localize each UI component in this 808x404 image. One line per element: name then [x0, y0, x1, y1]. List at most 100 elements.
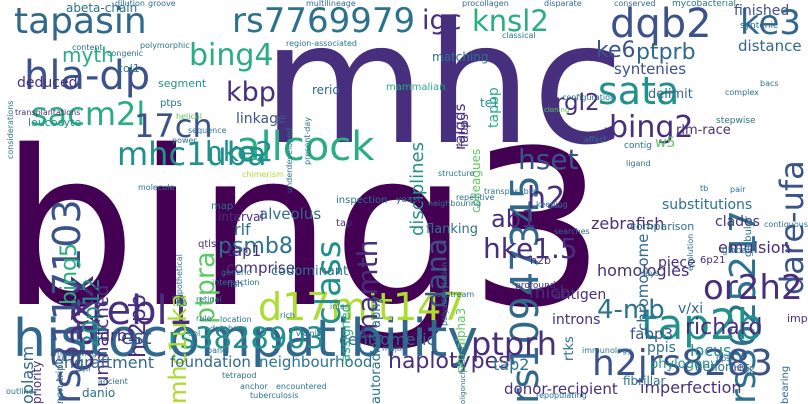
- word-rich: rich: [280, 311, 295, 320]
- word-hypothetical: hypothetical: [175, 254, 184, 304]
- word-h2jrs8283: h2jrs8283: [592, 343, 773, 384]
- word-tap1: tap1: [227, 242, 262, 260]
- word-qtl: qtl: [80, 364, 91, 373]
- word-dilution: dilution: [115, 0, 145, 8]
- word-map: map: [211, 201, 234, 212]
- word-alveolus: alveolus: [259, 205, 322, 223]
- word-mhc1uba: mhc1uba: [117, 135, 267, 173]
- word-keeping: keeping: [536, 200, 568, 209]
- word-col1: col1: [117, 62, 140, 75]
- word-ab1: ab1: [491, 205, 537, 233]
- word-matching: matching: [432, 50, 489, 64]
- word-location: location: [220, 315, 252, 324]
- word-ppis: ppis: [647, 340, 676, 356]
- word-linkage: linkage: [236, 111, 287, 127]
- word-or2h2: or2h2: [703, 268, 803, 308]
- word-stepwise: stepwise: [716, 116, 756, 126]
- word-configuration: configuration: [562, 93, 616, 102]
- word-bacs: bacs: [760, 79, 779, 88]
- word-ke3: ke3: [740, 3, 802, 43]
- word-disciplines: disciplines: [407, 142, 428, 236]
- word-qol: qol: [188, 329, 201, 338]
- word-helical: helical: [176, 112, 202, 121]
- word-ptprb: ptprb: [636, 40, 696, 65]
- word-ptps: ptps: [160, 98, 182, 109]
- word-contig: contig: [624, 141, 652, 151]
- word-infer: infer: [330, 302, 349, 311]
- word-genomes: genomes: [695, 360, 751, 374]
- word-tuberculosis: tuberculosis: [250, 391, 299, 400]
- word-tap2b: tap2b: [641, 300, 764, 349]
- word-retinal: retinal: [196, 295, 222, 304]
- word-tc1: tc1: [480, 96, 499, 110]
- word-transposable: transposable: [484, 187, 536, 196]
- word-clades: clades: [715, 214, 760, 230]
- word-piece: piece: [658, 255, 696, 271]
- word-multilineage: multilineage: [306, 0, 356, 8]
- word-ptprh: ptprh: [471, 325, 558, 363]
- word-region-associated: region-associated: [286, 39, 357, 48]
- word-centromeric: centromeric: [339, 330, 436, 349]
- word-hla-dp: hla-dp: [24, 53, 151, 99]
- word-distance: distance: [738, 37, 802, 55]
- word-polymorphic: polymorphic: [140, 41, 190, 50]
- word-contiguous: contiguous: [764, 220, 808, 229]
- word-danio: danio: [82, 386, 116, 400]
- word-pair: pair: [730, 185, 746, 194]
- word-conserved: conserved: [614, 0, 656, 8]
- word-engraftment: engraftment: [54, 353, 154, 372]
- word-qtls: qtls: [198, 239, 217, 250]
- word-fish: fish: [227, 280, 244, 290]
- word-disparate: disparate: [544, 0, 582, 8]
- word-major: major: [382, 344, 406, 353]
- word-sacm2l: sacm2l: [31, 95, 146, 133]
- word-interval: interval: [218, 210, 264, 224]
- word-locus: locus: [690, 341, 732, 360]
- word-vicinity: vicinity: [296, 329, 325, 338]
- word-underdeveloped: underdeveloped: [285, 127, 294, 193]
- word-iii: iii: [604, 126, 615, 140]
- word-substitutions: substitutions: [662, 197, 753, 213]
- word-phylogeny: phylogeny: [650, 357, 718, 372]
- word-assigned: assigned: [339, 304, 354, 362]
- word-imp: imp: [787, 312, 808, 325]
- word-myth: myth: [62, 43, 114, 67]
- word-d17mit147: d17mit147: [258, 285, 466, 329]
- word-rtk: rtk: [742, 366, 755, 376]
- word-considerations: considerations: [6, 100, 15, 159]
- word-immunology: immunology: [582, 346, 632, 355]
- word-dqb2: dqb2: [610, 1, 712, 47]
- word-b6: b6: [176, 299, 188, 309]
- word-congenic: congenic: [107, 49, 144, 58]
- word-affect: affect: [584, 135, 607, 144]
- word-h2: h2: [527, 181, 566, 216]
- word-ke6: ke6: [596, 38, 636, 63]
- word-allcock: allcock: [236, 124, 375, 170]
- word-flanking: flanking: [426, 222, 479, 237]
- word-neighbourhood: neighbourhood: [259, 353, 373, 371]
- word-hke1-5: hke1.5: [483, 232, 578, 265]
- word-micb: micb: [529, 283, 571, 303]
- word-rtks: rtks: [562, 336, 577, 361]
- word-repetitive: repetitive: [456, 193, 495, 202]
- word-generic: generic: [221, 268, 251, 277]
- word-encountered: encountered: [276, 382, 327, 391]
- word-abeta-chain: abeta-chain: [66, 1, 138, 15]
- word-repopulating: repopulating: [536, 391, 587, 400]
- word-igc: igc: [422, 5, 462, 36]
- word-syntenic: syntenic: [740, 21, 778, 31]
- word-cloning: cloning: [544, 106, 570, 114]
- word-procollagen: procollagen: [462, 0, 509, 8]
- word-upstream: upstream: [436, 290, 475, 299]
- word-yeast: yeast: [396, 195, 421, 205]
- word-4-mb: 4-mb: [597, 295, 665, 325]
- word-foundation: foundation: [170, 353, 251, 371]
- word-priority: priority: [30, 360, 44, 404]
- word-profound: profound: [515, 281, 556, 291]
- word-psmb8: psmb8: [218, 234, 293, 259]
- word-complex: complex: [725, 88, 759, 97]
- word-mhc: mhc: [262, 0, 625, 182]
- word-imperfection: imperfection: [640, 378, 742, 397]
- word-fabp3: fabp3: [630, 325, 674, 343]
- word-hke2: hke2: [205, 135, 274, 168]
